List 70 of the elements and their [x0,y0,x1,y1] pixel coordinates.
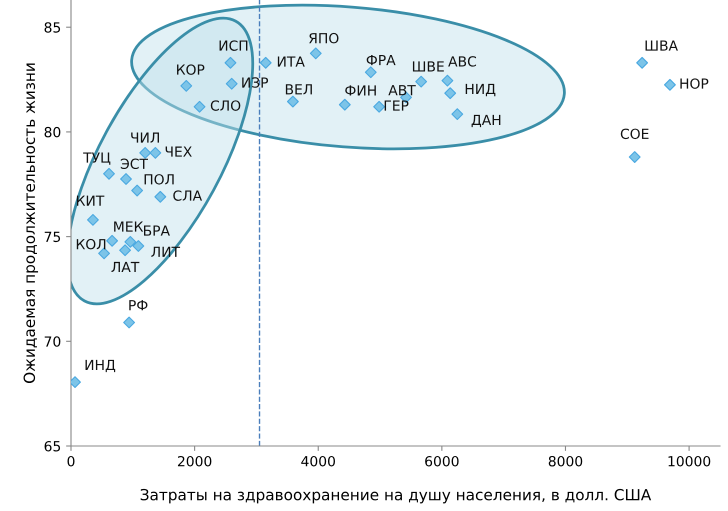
point [441,74,454,87]
x-tick-label: 8000 [548,456,582,466]
x-axis-title: Затраты на здравоохранение на душу населения, в долл. США [140,488,652,504]
annotation: НИД [466,84,496,96]
annotation: КОР [177,64,204,75]
annotation: МЕК [114,222,144,232]
point [364,66,377,78]
x-tick-label: 0 [67,456,74,466]
point [415,76,428,88]
point [338,98,351,111]
annotation: ДАН [472,114,500,128]
annotation: НОР [680,78,708,89]
y-tick-label: 65 [44,440,60,452]
y-tick-label: 75 [44,232,60,242]
point [286,96,299,108]
annotation: АВС [448,56,476,67]
annotation: ПОЛ [144,174,174,185]
point [180,80,192,92]
y-tick-label: 70 [44,336,60,347]
x-tick-label: 6000 [425,456,459,466]
point [132,240,144,252]
annotation: ИНД [86,360,116,372]
point [226,78,238,90]
annotation: БРА [144,226,170,236]
y-axis-title: Ожидаемая продолжительность жизни [24,64,38,383]
annotation: ФРА [366,54,396,66]
point [444,87,456,100]
annotation: ЧИЛ [131,132,159,143]
annotation: СОЕ [620,128,649,140]
annotation: ЭСТ [120,158,148,170]
annotation: ЧЕХ [166,146,192,157]
point [131,184,144,196]
annotation: КОЛ [76,238,106,250]
annotation: ИСП [220,40,248,51]
point [124,236,136,248]
x-tick-label: 10000 [668,456,710,466]
annotation: СЛО [210,100,240,111]
point [451,108,464,120]
point [103,168,115,180]
point [120,173,132,185]
annotation: ЛАТ [111,262,140,272]
annotation: РФ [129,300,148,310]
point [224,56,236,69]
point [628,151,641,163]
point [139,146,152,159]
y-tick-label: 80 [44,126,60,138]
annotation: ЯПО [309,32,338,44]
point [119,244,132,256]
point [123,316,136,328]
point [194,100,206,113]
annotation: ВЕЛ [286,84,312,94]
annotation: СЛА [173,190,202,201]
annotation: ШВЕ [412,61,444,72]
y-tick-label: 85 [44,22,60,33]
point [373,100,386,113]
annotation: АВТ [388,85,416,96]
annotation: ШВА [646,40,678,51]
annotation: ФИН [345,85,376,96]
annotation: ИТА [278,56,305,67]
point [260,56,272,69]
point [149,146,162,159]
point [636,56,648,69]
point [664,78,676,91]
point [310,47,322,60]
x-tick-label: 4000 [301,456,335,466]
annotation: ГЕР [384,100,408,111]
point [106,234,118,247]
x-tick-label: 2000 [178,456,212,466]
point [87,214,99,226]
point [154,190,166,203]
